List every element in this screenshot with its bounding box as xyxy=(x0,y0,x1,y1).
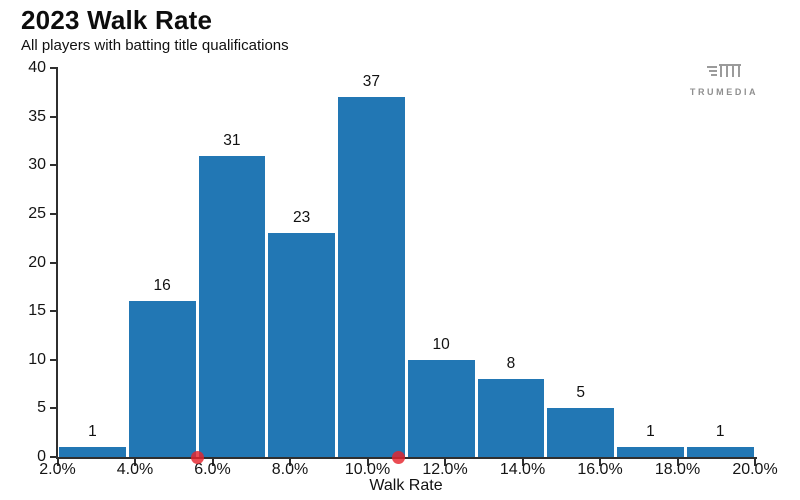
x-tick-mark xyxy=(599,459,601,466)
x-tick-mark xyxy=(754,459,756,466)
y-tick-label: 15 xyxy=(28,302,46,320)
bar-value-label: 31 xyxy=(223,131,241,149)
y-tick-mark xyxy=(50,358,57,361)
bar-value-label: 23 xyxy=(293,209,311,227)
x-tick-mark xyxy=(444,459,446,466)
y-tick-mark xyxy=(50,261,57,264)
x-tick-mark xyxy=(56,459,59,466)
bar-value-label: 5 xyxy=(576,384,585,402)
y-tick-label: 5 xyxy=(37,399,46,417)
bar-value-label: 16 xyxy=(153,277,171,295)
bar-value-label: 37 xyxy=(362,73,380,91)
histogram-bar xyxy=(59,447,126,457)
x-axis-spine xyxy=(56,457,757,459)
histogram-bar xyxy=(686,447,754,457)
x-tick-mark xyxy=(134,459,136,466)
chart-title: 2023 Walk Rate xyxy=(21,5,213,35)
trumedia-watermark: TRUMEDIA xyxy=(689,61,759,97)
x-tick-label: 10.0% xyxy=(344,461,391,478)
x-tick-label: 8.0% xyxy=(271,461,309,478)
y-tick-mark xyxy=(50,310,57,313)
y-tick-mark xyxy=(50,456,57,458)
y-tick-mark xyxy=(50,115,57,118)
histogram-bar xyxy=(198,155,266,457)
x-tick-label: 4.0% xyxy=(116,461,154,478)
bar-value-label: 10 xyxy=(432,335,450,353)
bar-value-label: 8 xyxy=(506,355,516,373)
trumedia-brand-text: TRUMEDIA xyxy=(689,87,759,97)
histogram-bar xyxy=(477,379,545,457)
x-tick-label: 18.0% xyxy=(654,461,701,478)
x-tick-mark xyxy=(521,459,524,466)
y-axis-spine xyxy=(56,67,58,459)
histogram-bar xyxy=(617,447,684,457)
y-tick-label: 30 xyxy=(28,156,46,174)
y-tick-mark xyxy=(50,212,57,215)
x-tick-label: 16.0% xyxy=(577,461,623,478)
x-tick-mark xyxy=(211,459,214,466)
bar-value-label: 1 xyxy=(88,423,97,441)
chart-subtitle: All players with batting title qualifica… xyxy=(21,37,289,54)
x-tick-label: 6.0% xyxy=(194,461,231,478)
x-tick-mark xyxy=(289,459,291,466)
y-tick-mark xyxy=(50,407,57,410)
axis-marker-dot xyxy=(392,450,405,464)
x-tick-mark xyxy=(366,459,369,466)
y-tick-mark xyxy=(50,164,57,167)
histogram-bar xyxy=(268,233,335,457)
histogram-bar xyxy=(338,97,405,457)
bar-value-label: 1 xyxy=(646,423,655,441)
y-tick-label: 20 xyxy=(28,253,46,271)
x-tick-mark xyxy=(676,459,679,466)
x-tick-label: 14.0% xyxy=(499,461,546,478)
histogram-bar xyxy=(407,359,475,457)
bar-value-label: 1 xyxy=(715,423,725,441)
axis-marker-dot xyxy=(190,450,204,464)
x-tick-label: 20.0% xyxy=(732,461,778,478)
y-tick-label: 40 xyxy=(28,59,46,76)
histogram-bar xyxy=(128,301,196,457)
y-tick-label: 0 xyxy=(37,448,46,465)
x-tick-label: 2.0% xyxy=(39,461,76,478)
x-tick-label: 12.0% xyxy=(422,461,468,478)
histogram-bar xyxy=(547,408,614,457)
x-axis-title: Walk Rate xyxy=(369,477,443,494)
y-tick-mark xyxy=(50,67,57,69)
y-tick-label: 10 xyxy=(28,350,46,368)
trumedia-logo-icon xyxy=(705,61,743,84)
y-tick-label: 25 xyxy=(28,204,46,222)
y-tick-label: 35 xyxy=(28,107,46,125)
